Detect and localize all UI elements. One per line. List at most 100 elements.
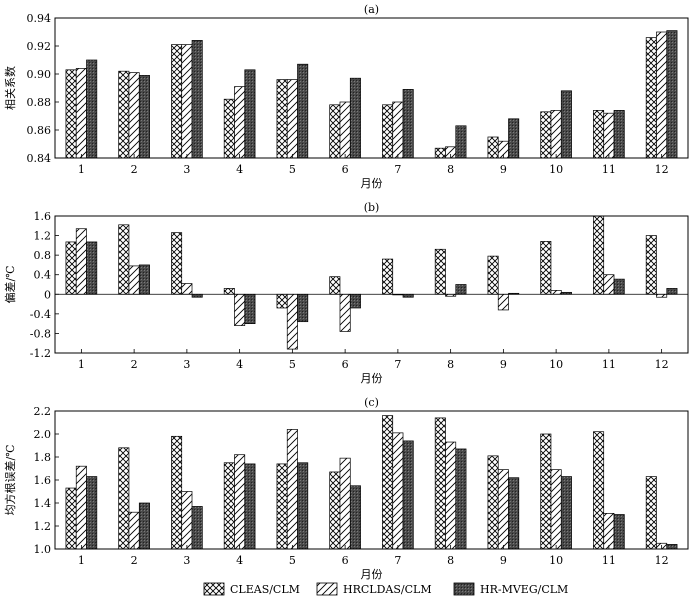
bar-crosshatch-m8 [434, 147, 446, 159]
bar-dark-m11 [613, 110, 625, 159]
bar-diagonal-m3 [181, 44, 193, 159]
x-tick-label: 2 [131, 163, 138, 176]
bar-diagonal-m10 [550, 110, 562, 159]
bar-crosshatch-m6 [329, 471, 341, 550]
bar-crosshatch-m6 [329, 104, 341, 159]
bar-diagonal-m1 [75, 228, 87, 295]
bar-dark-m5 [297, 293, 309, 323]
legend-label: HRCLDAS/CLM [343, 583, 432, 596]
bar-crosshatch-m1 [65, 241, 77, 295]
y-tick-label: -1.2 [30, 347, 51, 360]
bar-diagonal-m7 [392, 432, 404, 550]
bar-crosshatch-m10 [540, 241, 552, 295]
bar-dark-m6 [349, 77, 361, 159]
bar-crosshatch-m9 [487, 255, 499, 295]
bar-crosshatch-m4 [223, 288, 235, 295]
x-axis-title: 月份 [361, 177, 383, 190]
bar-dark-m1 [86, 476, 98, 550]
plot-frame [54, 410, 689, 550]
x-tick-label: 3 [183, 163, 190, 176]
bar-crosshatch-m12 [645, 476, 657, 550]
x-tick-label: 1 [78, 163, 85, 176]
bar-dark-m10 [560, 476, 572, 550]
bar-crosshatch-m2 [118, 447, 130, 550]
chart-panel-1: (a)0.840.860.880.900.920.941 2 3 4 5 6 7 8 9 10 11… [3, 3, 689, 190]
x-tick-label: 11 [602, 163, 616, 176]
bar-crosshatch-m7 [382, 258, 394, 295]
y-tick-label: 1.6 [34, 210, 52, 223]
bar-dark-m1 [86, 59, 98, 159]
bar-dark-m2 [138, 75, 150, 159]
bar-dark-m5 [297, 63, 309, 159]
x-tick-label: 4 [236, 554, 243, 567]
y-tick-label: -0.8 [30, 327, 51, 340]
x-tick-label: 12 [655, 554, 669, 567]
bar-dark-m3 [191, 293, 203, 298]
chart-panel-3: (c)1.01.21.41.61.82.02.21 2 3 4 5 6 7 8 9 10 11 12月… [3, 396, 689, 581]
y-tick-label: 0.4 [34, 269, 52, 282]
y-tick-label: 0.8 [34, 249, 52, 262]
x-tick-label: 4 [236, 163, 243, 176]
bar-dark-m7 [402, 440, 414, 550]
x-tick-label: 3 [183, 358, 190, 371]
bar-dark-m11 [613, 278, 625, 295]
bar-crosshatch-m12 [645, 37, 657, 159]
chart-panel-2: (b)-1.2-0.8-0.400.40.81.21.61 2 3 4 5 6 7 8 9 10 1… [3, 201, 689, 385]
bar-crosshatch-m7 [382, 415, 394, 550]
y-tick-label: 1.6 [34, 474, 52, 487]
panel-title: (c) [364, 396, 379, 409]
bar-diagonal-m5 [286, 79, 298, 159]
bar-diagonal-m6 [339, 101, 351, 159]
bar-crosshatch-m4 [223, 98, 235, 159]
bar-dark-m8 [455, 125, 467, 159]
x-tick-label: 9 [500, 554, 507, 567]
x-tick-label: 2 [131, 554, 138, 567]
bar-dark-m3 [191, 40, 203, 159]
bar-crosshatch-m9 [487, 455, 499, 550]
x-tick-label: 10 [549, 163, 563, 176]
y-tick-label: 1.2 [34, 230, 52, 243]
x-tick-label: 10 [549, 358, 563, 371]
bar-crosshatch-m8 [434, 248, 446, 295]
y-tick-label: 0 [44, 288, 51, 301]
bar-crosshatch-m10 [540, 111, 552, 159]
bar-diagonal-m3 [181, 283, 193, 295]
bar-dark-m9 [508, 477, 520, 550]
x-tick-label: 11 [602, 358, 616, 371]
y-tick-label: -0.4 [30, 308, 51, 321]
bar-crosshatch-m5 [276, 79, 288, 159]
x-tick-label: 11 [602, 554, 616, 567]
y-tick-label: 0.84 [27, 152, 52, 165]
y-tick-label: 1.0 [34, 543, 52, 556]
y-tick-label: 0.90 [27, 68, 52, 81]
bar-dark-m2 [138, 502, 150, 550]
bar-diagonal-m4 [234, 86, 246, 159]
x-tick-label: 3 [183, 554, 190, 567]
x-tick-label: 7 [394, 163, 401, 176]
bar-diagonal-m12 [656, 293, 668, 298]
bar-crosshatch-m3 [171, 435, 183, 550]
bar-diagonal-m2 [128, 265, 140, 295]
x-tick-label: 12 [655, 358, 669, 371]
bar-crosshatch-m2 [118, 70, 130, 159]
bar-crosshatch-m6 [329, 276, 341, 295]
bar-dark-m4 [244, 293, 256, 325]
bar-crosshatch-m5 [276, 463, 288, 550]
y-tick-label: 2.2 [34, 405, 52, 418]
bar-diagonal-m4 [234, 293, 246, 326]
bar-dark-m12 [666, 288, 678, 295]
y-tick-label: 1.2 [34, 520, 52, 533]
plot-frame [54, 215, 689, 354]
legend-label: HR-MVEG/CLM [480, 583, 568, 596]
bar-diagonal-m1 [75, 68, 87, 159]
bar-crosshatch-m8 [434, 417, 446, 550]
bar-crosshatch-m11 [593, 215, 605, 295]
bar-dark-m2 [138, 264, 150, 295]
bar-dark-m7 [402, 293, 414, 298]
x-tick-label: 8 [447, 163, 454, 176]
bar-dark-m6 [349, 485, 361, 550]
bar-dark-m12 [666, 30, 678, 159]
bar-diagonal-m10 [550, 290, 562, 295]
bar-diagonal-m12 [656, 31, 668, 159]
